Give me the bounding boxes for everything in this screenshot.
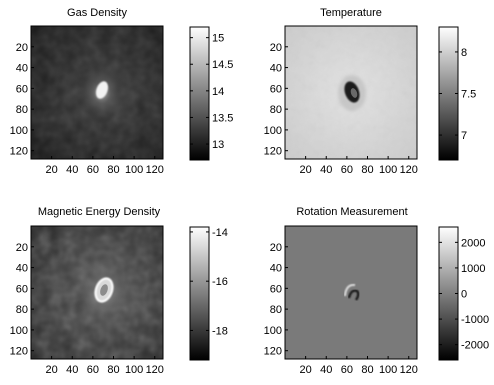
- x-tick-label: 40: [320, 164, 332, 176]
- x-tick-label: 60: [341, 164, 353, 176]
- colorbar-tick-label: 8: [461, 47, 467, 59]
- y-tick-label: 40: [270, 263, 282, 275]
- panel-magnetic-energy-density: Magnetic Energy Density 20 40 60 80 100 12020…: [10, 206, 228, 376]
- x-tick-label: 40: [66, 364, 78, 376]
- x-tick-label: 120: [146, 164, 164, 176]
- colorbar-tick-label: 15: [212, 33, 224, 45]
- x-tick-label: 20: [46, 164, 58, 176]
- y-tick-label: 100: [10, 125, 28, 137]
- y-tick-label: 60: [270, 83, 282, 95]
- panel-rotation-measurement: Rotation Measurement 20 40 60 80 100 12020406…: [264, 206, 490, 376]
- colorbar-temperature: 77.58: [438, 26, 476, 161]
- panel-temperature: Temperature 20 40 60 80 100 12020406080100120…: [264, 7, 477, 176]
- heatmap-rotation-measurement: [284, 225, 418, 360]
- x-tick-label: 20: [300, 364, 312, 376]
- rotation-negative-arc: [347, 289, 360, 301]
- colorbar-tick-label: -14: [212, 227, 228, 239]
- colorbar-gas-density: 13 13.5 14 14.5 15: [189, 26, 233, 161]
- y-tick-label: 20: [16, 42, 28, 54]
- rotation-positive-arc: [343, 283, 356, 297]
- y-tick-label: 80: [270, 104, 282, 116]
- x-tick-label: 120: [146, 364, 164, 376]
- x-tick-label: 40: [320, 364, 332, 376]
- panel-gas-density: Gas Density 20 40 60 80 100 12020406080100120…: [10, 7, 234, 176]
- x-tick-label: 60: [87, 164, 99, 176]
- colorbar-tick-label: -1000: [461, 314, 489, 326]
- colorbar-magnetic-energy-density: -18 -16 -14: [189, 226, 228, 361]
- x-tick-label: 20: [300, 164, 312, 176]
- y-tick-label: 40: [16, 63, 28, 75]
- x-tick-label: 60: [341, 364, 353, 376]
- x-tick-label: 100: [125, 364, 143, 376]
- colorbar-tick-label: 14.5: [212, 59, 233, 71]
- title-magnetic-energy-density: Magnetic Energy Density: [38, 206, 161, 218]
- x-tick-label: 100: [379, 164, 397, 176]
- x-tick-label: 120: [400, 364, 418, 376]
- x-tick-label: 60: [87, 364, 99, 376]
- y-tick-label: 100: [10, 325, 28, 337]
- y-tick-label: 60: [270, 283, 282, 295]
- y-tick-label: 80: [270, 304, 282, 316]
- y-tick-label: 100: [264, 325, 282, 337]
- colorbar-rotation-measurement: -2000 -1000 0 1000 2000: [438, 226, 489, 361]
- x-tick-label: 40: [66, 164, 78, 176]
- y-tick-label: 60: [16, 83, 28, 95]
- y-tick-label: 80: [16, 104, 28, 116]
- x-tick-label: 80: [107, 164, 119, 176]
- y-tick-label: 100: [264, 125, 282, 137]
- y-tick-label: 20: [16, 242, 28, 254]
- y-tick-label: 20: [270, 42, 282, 54]
- y-tick-label: 60: [16, 283, 28, 295]
- colorbar-tick-label: 1000: [461, 263, 485, 275]
- y-tick-label: 120: [264, 346, 282, 358]
- colorbar-tick-label: 14: [212, 86, 224, 98]
- x-tick-label: 100: [125, 164, 143, 176]
- colorbar-tick-label: -2000: [461, 340, 489, 352]
- colorbar-tick-label: 0: [461, 289, 467, 301]
- x-tick-label: 120: [400, 164, 418, 176]
- title-gas-density: Gas Density: [67, 7, 127, 19]
- y-tick-label: 120: [10, 346, 28, 358]
- y-tick-label: 80: [16, 304, 28, 316]
- colorbar-tick-label: 7: [461, 130, 467, 142]
- colorbar-tick-label: -16: [212, 276, 228, 288]
- x-tick-label: 80: [361, 364, 373, 376]
- heatmap-gas-density: [30, 25, 164, 160]
- x-tick-label: 80: [361, 164, 373, 176]
- colorbar-tick-label: 13.5: [212, 112, 233, 124]
- title-temperature: Temperature: [320, 7, 382, 19]
- x-tick-label: 80: [107, 364, 119, 376]
- heatmap-temperature: [284, 25, 418, 160]
- colorbar-tick-label: 13: [212, 139, 224, 151]
- colorbar-tick-label: 2000: [461, 237, 485, 249]
- y-tick-label: 40: [270, 63, 282, 75]
- x-tick-label: 20: [46, 364, 58, 376]
- y-tick-label: 120: [10, 146, 28, 158]
- y-tick-label: 20: [270, 242, 282, 254]
- colorbar-tick-label: 7.5: [461, 89, 476, 101]
- gas-density-core: [95, 81, 109, 99]
- x-tick-label: 100: [379, 364, 397, 376]
- y-tick-label: 120: [264, 146, 282, 158]
- colorbar-tick-label: -18: [212, 325, 228, 337]
- heatmap-magnetic-energy-density: [30, 225, 164, 360]
- title-rotation-measurement: Rotation Measurement: [296, 206, 407, 218]
- y-tick-label: 40: [16, 263, 28, 275]
